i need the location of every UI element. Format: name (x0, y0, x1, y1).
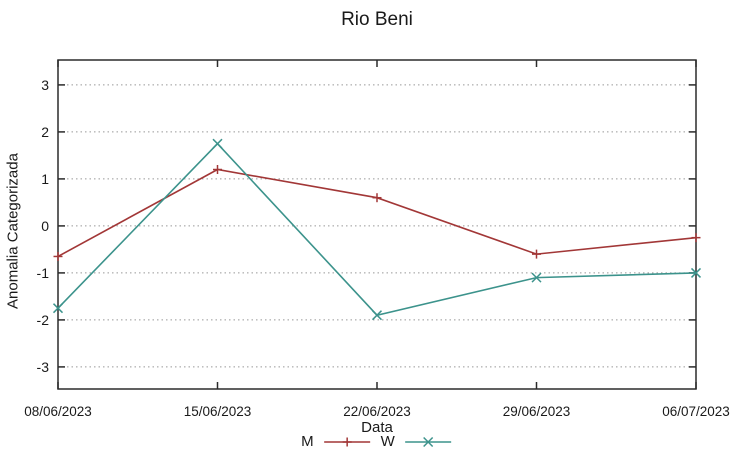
data-point-W (52, 303, 64, 314)
legend-sample-M (323, 437, 370, 447)
chart-title: Rio Beni (341, 9, 413, 30)
data-point-W (690, 267, 702, 278)
x-tick-label: 29/06/2023 (503, 404, 571, 419)
legend-label: W (380, 433, 395, 450)
x-tick-label: 08/06/2023 (24, 404, 92, 419)
legend-sample-W (404, 436, 451, 448)
plot-border (57, 59, 697, 390)
legend-item-W: W (381, 433, 453, 451)
legend-item-M: M (301, 433, 372, 451)
x-axis-label: Data (361, 419, 393, 436)
y-tick-label: -1 (37, 265, 50, 281)
series-line-W (57, 142, 697, 317)
legend-marker (422, 436, 433, 448)
data-point-W (212, 138, 223, 149)
data-point-W (371, 310, 383, 321)
y-tick-label: 3 (41, 77, 49, 93)
y-tick-label: 2 (41, 124, 49, 140)
x-tick-label: 15/06/2023 (184, 404, 252, 419)
series-line-M (57, 168, 697, 258)
x-tick-label: 22/06/2023 (343, 404, 411, 419)
y-tick-label: 1 (41, 171, 49, 187)
y-tick-label: -2 (37, 312, 50, 328)
data-point-W (531, 272, 542, 283)
legend-label: M (301, 433, 314, 450)
x-tick-label: 06/07/2023 (662, 404, 730, 419)
y-tick-label: 0 (41, 218, 49, 234)
y-tick-label: -3 (37, 359, 50, 375)
